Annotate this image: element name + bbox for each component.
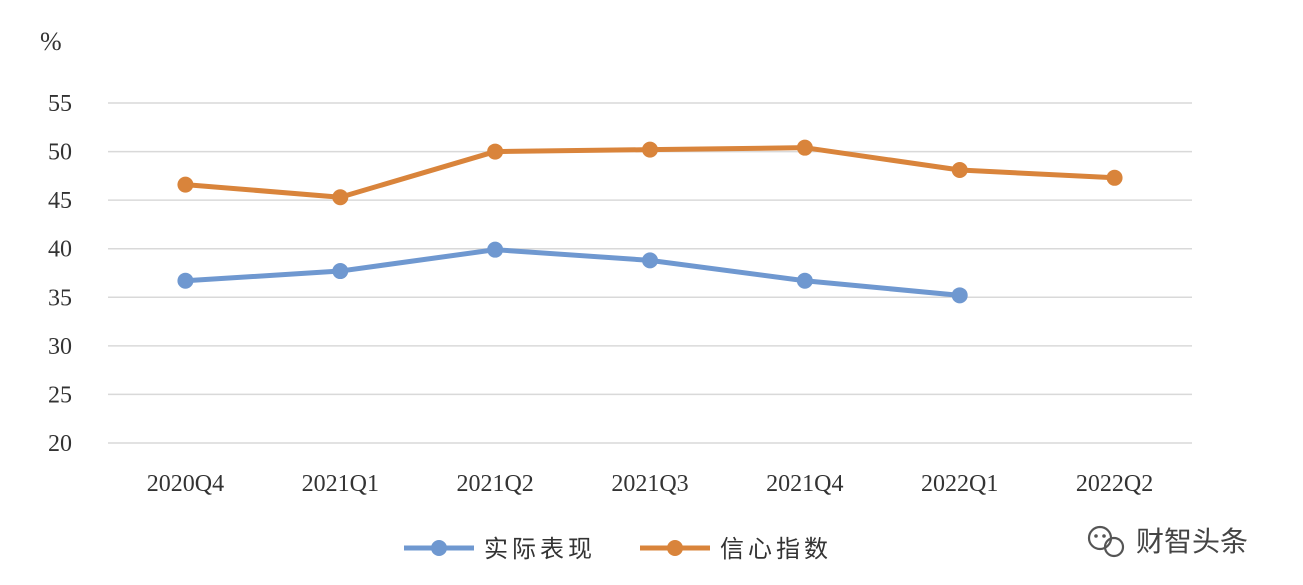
x-tick-label: 2021Q1 xyxy=(302,471,379,497)
data-point xyxy=(487,241,504,258)
x-tick-label: 2022Q1 xyxy=(921,471,998,497)
y-tick-label: 25 xyxy=(48,382,72,408)
y-tick-label: 30 xyxy=(48,334,72,360)
series-layer xyxy=(177,139,1123,304)
y-axis-ticks: 20 25 30 35 40 45 50 55 xyxy=(48,91,72,457)
x-tick-label: 2021Q3 xyxy=(611,471,688,497)
y-tick-label: 35 xyxy=(48,285,72,311)
data-point xyxy=(796,139,813,156)
data-point xyxy=(332,263,349,280)
data-point xyxy=(332,189,349,206)
y-tick-label: 55 xyxy=(48,91,72,117)
legend-label: 实际表现 xyxy=(484,535,596,563)
y-tick-label: 50 xyxy=(48,140,72,166)
y-tick-label: 20 xyxy=(48,431,72,457)
data-point xyxy=(642,141,658,158)
data-point xyxy=(951,287,968,304)
legend-swatch-marker xyxy=(431,540,447,556)
y-unit-label: % xyxy=(40,27,62,56)
grid-lines xyxy=(108,102,1192,444)
x-axis-ticks: 2020Q4 2021Q1 2021Q2 2021Q3 2021Q4 2022Q1 2022… xyxy=(147,471,1153,497)
series-line xyxy=(185,247,960,298)
wechat-icon xyxy=(1087,525,1125,558)
x-tick-label: 2020Q4 xyxy=(147,471,224,497)
x-tick-label: 2021Q2 xyxy=(456,471,533,497)
data-point xyxy=(177,176,194,193)
legend-item: 实际表现 xyxy=(404,535,596,563)
legend-swatch-marker xyxy=(667,540,683,556)
data-point xyxy=(796,272,813,289)
data-point xyxy=(487,143,504,160)
y-tick-label: 45 xyxy=(48,188,72,214)
watermark-text: 财智头条 xyxy=(1136,525,1248,558)
y-tick-label: 40 xyxy=(48,237,72,263)
x-tick-label: 2021Q4 xyxy=(766,471,843,497)
x-tick-label: 2022Q2 xyxy=(1076,471,1153,497)
data-point xyxy=(1106,169,1123,186)
data-point xyxy=(642,252,658,269)
legend: 实际表现 信心指数 xyxy=(404,535,832,563)
legend-item: 信心指数 xyxy=(640,535,832,563)
watermark: 财智头条 xyxy=(1087,525,1248,558)
data-point xyxy=(951,162,968,179)
series-1 xyxy=(177,241,968,304)
legend-label: 信心指数 xyxy=(720,535,832,563)
series-2 xyxy=(177,139,1123,206)
data-point xyxy=(177,272,194,289)
